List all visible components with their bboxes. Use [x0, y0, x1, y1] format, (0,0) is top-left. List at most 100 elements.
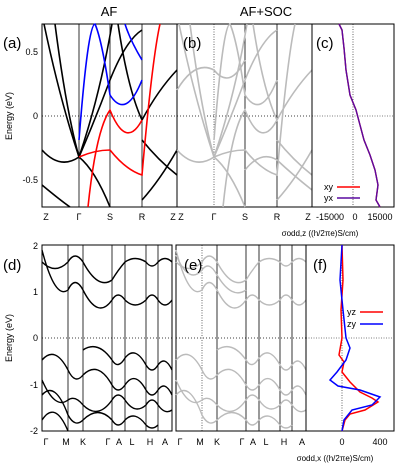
- series-zy: [328, 244, 382, 432]
- curve-c: [338, 23, 381, 208]
- xtick: Γ: [178, 437, 183, 447]
- panel-b: (b): [176, 23, 313, 208]
- xtick: 0: [339, 437, 344, 447]
- band-black: [41, 255, 173, 284]
- band-grey: [175, 255, 307, 284]
- panel-label-a: (a): [3, 35, 21, 52]
- xtick: 0: [352, 212, 357, 222]
- band-grey: [175, 389, 293, 429]
- bands-b: [176, 23, 313, 208]
- xtick: Γ: [77, 212, 82, 222]
- ytick: -1: [30, 380, 38, 390]
- xtick: Γ: [106, 437, 111, 447]
- xtick: Z: [43, 212, 49, 222]
- curve-f: [328, 244, 382, 432]
- xtick: H: [281, 437, 288, 447]
- bands-e: [175, 249, 307, 429]
- band-grey: [252, 23, 313, 122]
- panel-label-f: (f): [313, 257, 327, 274]
- xticks-d: Γ M K Γ A L H A: [44, 437, 168, 447]
- series-yz: [338, 244, 380, 432]
- legend-f: yz zy: [347, 307, 383, 329]
- xtick: L: [129, 437, 134, 447]
- band-black: [78, 156, 111, 208]
- panel-a: (a): [3, 23, 178, 208]
- panel-label-c: (c): [316, 35, 334, 52]
- band-black: [41, 149, 80, 163]
- xtick: R: [139, 212, 146, 222]
- xticks-b: Z Γ S R Z: [178, 212, 311, 222]
- xticks-a: Z Γ S R Z: [43, 212, 176, 222]
- legend-label-yz: yz: [347, 307, 357, 317]
- xlabel-f: σodd,x ((h/2πe)S/cm): [297, 454, 374, 463]
- panel-e: (e): [175, 244, 307, 432]
- panel-label-b: (b): [183, 35, 201, 52]
- xtick: M: [196, 437, 204, 447]
- band-grey: [213, 156, 246, 208]
- ytick: -0.5: [22, 175, 38, 185]
- band-black: [41, 379, 173, 413]
- ylabel-bottom: Energy (eV): [4, 314, 14, 362]
- xtick: Γ: [212, 212, 217, 222]
- band-grey: [175, 379, 307, 413]
- band-black: [41, 249, 173, 309]
- title-afsoc: AF+SOC: [240, 4, 292, 19]
- band-grey: [276, 149, 313, 201]
- xtick: K: [214, 437, 220, 447]
- ytick: -2: [30, 426, 38, 436]
- band-blue: [78, 23, 143, 141]
- panel-c: (c) xy yx: [311, 23, 395, 208]
- xtick: Γ: [240, 437, 245, 447]
- xtick: L: [263, 437, 268, 447]
- series-xy: [338, 23, 381, 208]
- xtick: Γ: [44, 437, 49, 447]
- band-red: [78, 23, 161, 177]
- band-grey: [189, 23, 215, 158]
- ytick: 2: [33, 241, 38, 251]
- xtick: M: [62, 437, 70, 447]
- xtick: A: [299, 437, 305, 447]
- panel-label-d: (d): [3, 257, 21, 274]
- xtick: S: [107, 212, 113, 222]
- xlabel-c: σodd,z ((h/2πe)S/cm): [282, 229, 359, 238]
- band-black: [41, 411, 69, 432]
- band-blue: [124, 23, 143, 61]
- legend-label-xy: xy: [324, 182, 334, 192]
- panel-f: (f) yz zy: [305, 244, 395, 432]
- yticks-bottom: 2 1 0 -1 -2: [30, 241, 38, 436]
- xtick: A: [162, 437, 168, 447]
- bands-a: [41, 23, 178, 208]
- xtick: A: [250, 437, 256, 447]
- band-black: [82, 346, 173, 371]
- ytick: 0: [33, 111, 38, 121]
- band-black: [78, 23, 113, 158]
- band-black: [141, 149, 178, 201]
- band-grey: [178, 23, 278, 160]
- xticks-f: 0 400: [339, 437, 387, 447]
- band-grey: [176, 59, 246, 91]
- band-grey: [213, 23, 296, 177]
- legend-label-zy: zy: [347, 319, 357, 329]
- band-grey: [175, 249, 307, 309]
- band-black: [41, 389, 159, 429]
- ytick: 0.5: [25, 47, 38, 57]
- band-black: [117, 23, 178, 122]
- band-black: [43, 23, 143, 160]
- band-grey: [175, 254, 247, 294]
- xtick: S: [242, 212, 248, 222]
- ytick: 1: [33, 287, 38, 297]
- band-red: [87, 108, 143, 208]
- ytick: 0: [33, 333, 38, 343]
- panel-label-e: (e): [184, 257, 202, 274]
- xticks-e: Γ M K Γ A L H A: [178, 437, 305, 447]
- xtick: Z: [170, 212, 176, 222]
- title-af: AF: [101, 4, 118, 19]
- panel-d: (d): [3, 244, 173, 432]
- legend-label-yx: yx: [324, 193, 334, 203]
- series-yx: [338, 23, 381, 208]
- band-grey: [244, 155, 313, 191]
- xtick: K: [80, 437, 86, 447]
- band-grey: [213, 23, 248, 158]
- xtick: 400: [372, 437, 387, 447]
